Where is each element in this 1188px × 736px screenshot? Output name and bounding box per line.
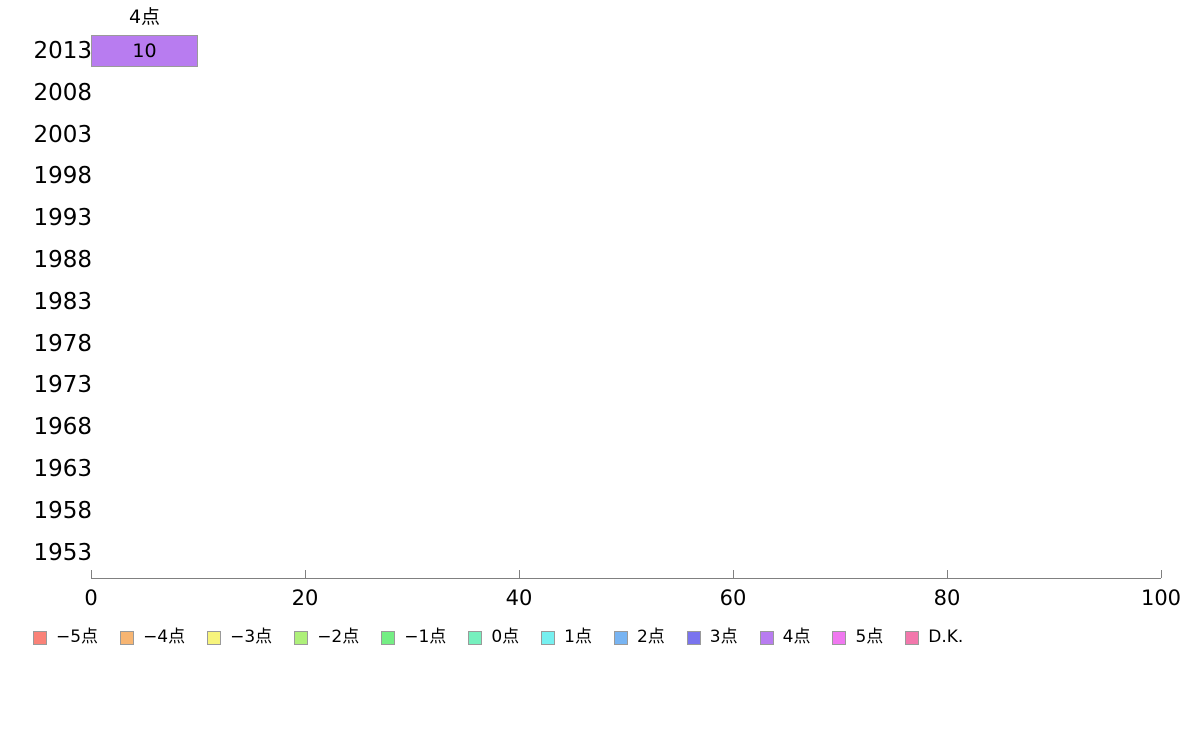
x-tick-80	[947, 570, 948, 578]
legend-swatch-icon	[686, 630, 701, 645]
category-label-2013: 2013	[33, 38, 92, 64]
legend-label: −5点	[56, 627, 99, 647]
category-label-1998: 1998	[33, 163, 92, 190]
legend-label: −4点	[143, 627, 186, 647]
series-header-label: 4点	[128, 6, 161, 28]
x-tick-label-40: 40	[505, 586, 533, 610]
x-tick-label-20: 20	[291, 586, 319, 610]
legend-label: −2点	[317, 627, 360, 647]
legend-item-0[interactable]: −5点	[33, 629, 98, 646]
legend-swatch-icon	[33, 630, 47, 645]
legend-label: 1点	[564, 627, 592, 647]
legend-swatch-icon	[832, 630, 847, 645]
legend-label: 0点	[491, 627, 520, 647]
legend-swatch-icon	[468, 630, 483, 645]
category-label-2003: 2003	[33, 121, 92, 148]
category-label-1978: 1978	[33, 330, 92, 357]
legend-swatch-icon	[294, 630, 309, 645]
plot-area: 10	[91, 0, 1161, 578]
legend-label: 5点	[855, 627, 884, 647]
legend-item-7[interactable]: 2点	[613, 627, 665, 647]
category-label-1973: 1973	[33, 372, 92, 399]
legend-swatch-icon	[541, 630, 556, 645]
legend-label: −1点	[404, 627, 447, 647]
legend-swatch-icon	[381, 630, 396, 645]
category-label-1963: 1963	[33, 456, 92, 482]
x-tick-40	[519, 570, 520, 578]
legend-item-9[interactable]: 4点	[759, 627, 811, 647]
x-tick-label-0: 0	[84, 586, 98, 610]
legend-item-3[interactable]: −2点	[294, 629, 359, 646]
x-tick-100	[1161, 570, 1162, 578]
bar-value-label: 10	[132, 39, 157, 62]
category-label-1968: 1968	[33, 414, 92, 441]
legend-item-4[interactable]: −1点	[381, 629, 446, 646]
legend-swatch-icon	[613, 630, 628, 645]
x-tick-label-80: 80	[933, 586, 961, 610]
x-tick-60	[733, 570, 734, 578]
legend-item-11[interactable]: D.K.	[905, 629, 963, 646]
x-tick-label-60: 60	[719, 586, 747, 610]
legend-label: 4点	[782, 627, 811, 647]
legend-item-5[interactable]: 0点	[468, 629, 519, 646]
legend-label: −3点	[230, 627, 273, 647]
legend-label: 2点	[636, 627, 665, 647]
legend-item-1[interactable]: −4点	[120, 629, 185, 646]
category-label-1958: 1958	[33, 497, 92, 524]
category-label-1953: 1953	[33, 539, 92, 566]
category-label-2008: 2008	[33, 79, 92, 106]
legend: −5点 −4点 −3点 −2点 −1点 0点 1点 2点 3点 4点 5点 D.K.	[33, 629, 985, 646]
legend-item-8[interactable]: 3点	[686, 627, 738, 647]
x-tick-0	[91, 570, 92, 578]
legend-label: 3点	[709, 627, 738, 647]
x-tick-label-100: 100	[1140, 586, 1182, 610]
legend-label: D.K.	[928, 627, 964, 647]
x-axis-line	[91, 578, 1161, 579]
category-label-1988: 1988	[33, 247, 92, 273]
bar-2013-4点[interactable]: 10	[91, 35, 198, 67]
legend-swatch-icon	[759, 630, 774, 645]
category-label-1993: 1993	[33, 205, 92, 232]
legend-item-6[interactable]: 1点	[541, 629, 592, 646]
x-tick-20	[305, 570, 306, 578]
category-label-1983: 1983	[33, 288, 92, 315]
legend-swatch-icon	[207, 630, 222, 645]
legend-item-2[interactable]: −3点	[207, 629, 272, 646]
legend-item-10[interactable]: 5点	[832, 629, 883, 646]
legend-swatch-icon	[905, 630, 920, 645]
legend-swatch-icon	[120, 630, 135, 645]
